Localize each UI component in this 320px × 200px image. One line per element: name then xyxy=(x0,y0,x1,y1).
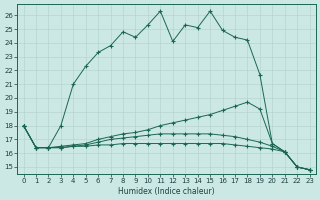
X-axis label: Humidex (Indice chaleur): Humidex (Indice chaleur) xyxy=(118,187,215,196)
